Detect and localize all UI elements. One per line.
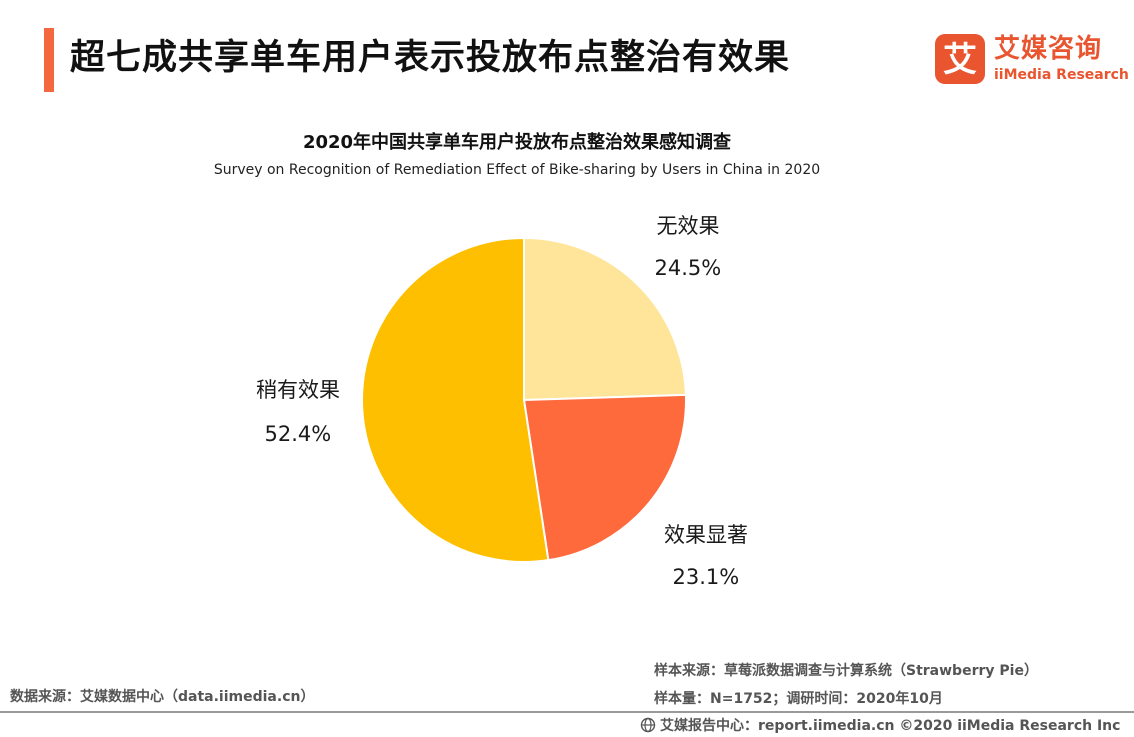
pie-slice-3 — [361, 236, 550, 563]
pie-slice-2 — [522, 393, 687, 562]
copyright-line: 艾媒报告中心：report.iimedia.cn ©2020 iiMedia R… — [640, 715, 1120, 735]
logo-glyph: 艾 — [943, 40, 977, 80]
logo-name-cn: 艾媒咨询 — [994, 34, 1103, 64]
slice-value-2: 23.1% — [672, 565, 740, 589]
logo-name-en: iiMedia Research — [994, 67, 1129, 83]
sample-source: 样本来源：草莓派数据调查与计算系统（Strawberry Pie） — [654, 663, 1038, 679]
sample-size: 样本量：N=1752；调研时间：2020年10月 — [654, 691, 943, 707]
data-source: 数据来源：艾媒数据中心（data.iimedia.cn） — [10, 689, 315, 705]
brand-logo: 艾 艾媒咨询 iiMedia Research — [934, 33, 1129, 87]
globe-icon — [640, 717, 656, 733]
slice-value-3: 52.4% — [264, 422, 332, 446]
pie-slice-1 — [523, 236, 687, 402]
slice-label-1: 无效果 — [656, 214, 720, 238]
slice-label-3: 稍有效果 — [256, 378, 340, 402]
footer-divider — [0, 711, 1134, 713]
slice-value-1: 24.5% — [654, 256, 722, 280]
logo-mark-icon: 艾 — [935, 34, 985, 84]
copyright-text: 艾媒报告中心：report.iimedia.cn ©2020 iiMedia R… — [660, 718, 1121, 734]
chart-subtitle: Survey on Recognition of Remediation Eff… — [213, 162, 821, 178]
slice-label-2: 效果显著 — [664, 523, 748, 547]
page-headline: 超七成共享单车用户表示投放布点整治有效果 — [70, 38, 791, 78]
headline-accent-bar — [44, 28, 54, 92]
chart-title: 2020年中国共享单车用户投放布点整治效果感知调查 — [302, 132, 732, 153]
